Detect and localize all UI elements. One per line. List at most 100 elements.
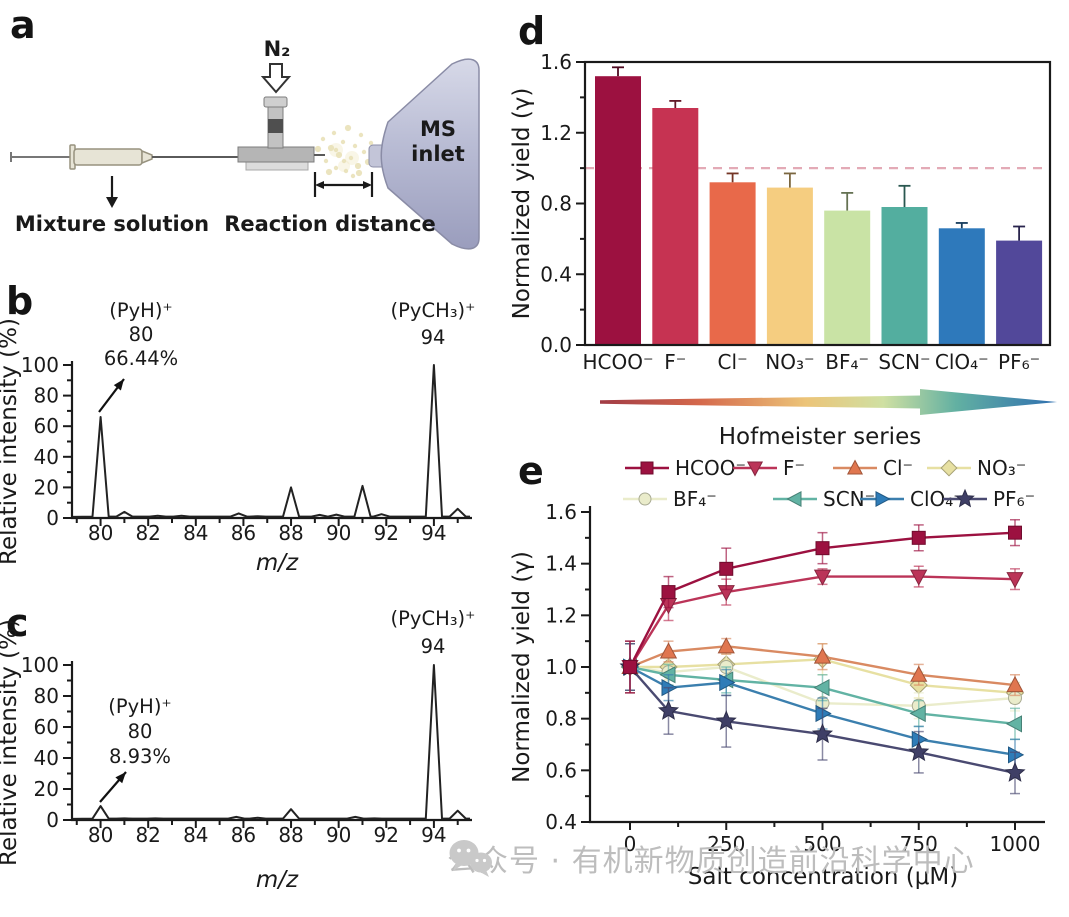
spray-dot [333,165,339,171]
hofmeister-series-label: Hofmeister series [719,424,921,450]
mixture-solution-label: Mixture solution [15,212,209,236]
category-label-3: NO₃⁻ [765,350,814,374]
x-tick-label: 500 [803,832,841,856]
marker-triangle-up [659,642,678,659]
panel-a-schematic: N₂ MS inlet Mixture solution Reaction di… [10,37,480,250]
marker-star [1004,761,1026,782]
x-tick-label: 92 [374,521,399,545]
reaction-distance-annotation: Reaction distance [224,172,436,236]
left-arrowhead-icon [315,181,324,189]
x-tick-label: 94 [421,521,446,545]
annotation-pych3: 94 [421,326,446,349]
y-tick-label: 1.2 [545,603,577,627]
syringe [10,144,240,170]
y-tick-label: 20 [34,475,59,499]
hofmeister-arrow [600,389,1057,415]
annotation-pych3: (PyCH₃)⁺ [391,299,476,322]
reaction-distance-label: Reaction distance [224,212,436,236]
panel-label-a: a [10,3,36,47]
panel-label-e: e [518,449,544,493]
panel-b-mass-spectrum: 0 20 40 60 80 100 80 82 84 86 88 90 92 94 Relative int… [0,299,476,576]
spray-dot [368,140,374,146]
spray-dot [340,139,346,145]
y-axis-label: Normalized yield (γ) [509,551,535,783]
spray-dot [320,136,326,142]
ms-inlet: MS inlet [368,58,480,250]
panel-label-c: c [6,601,29,645]
marker-diamond [940,459,958,477]
y-tick-label: 0 [46,506,59,530]
bar-2 [709,182,756,345]
y-tick-label: 1.4 [545,552,577,576]
marker-square [661,585,676,600]
annotation-pyh: 80 [129,323,154,346]
syringe-barrel [73,148,143,166]
x-tick-label: 84 [183,823,208,847]
x-tick-label: 80 [88,521,113,545]
annotation-pych3: (PyCH₃)⁺ [391,607,476,630]
y-tick-label: 1.6 [545,500,577,524]
series-line-PF₆⁻ [629,666,1016,775]
x-tick-label: 82 [135,823,160,847]
gas-tube-band [268,119,283,133]
marker-square [640,461,654,475]
y-tick-label: 1.2 [540,121,572,145]
y-tick-label: 100 [21,653,59,677]
bar-7 [996,240,1043,345]
marker-square [719,561,734,576]
marker-triangle-right [719,673,736,692]
x-axis-label: m/z [256,550,299,576]
marker-star [715,710,737,731]
legend-label-Cl⁻: Cl⁻ [883,456,913,480]
spray-dot [327,144,335,152]
y-tick-label: 60 [34,414,59,438]
y-axis-label: Normalized yield (γ) [509,88,535,320]
x-tick-label: 90 [326,521,351,545]
x-axis-label: Salt concentration (μM) [688,864,958,890]
y-tick-label: 0.8 [540,192,572,216]
marker-square [911,530,926,545]
x-tick-label: 86 [231,521,256,545]
annotation-pyh: 80 [128,720,153,743]
marker-triangle-left [786,490,802,508]
x-tick-label: 0 [624,832,637,856]
marker-triangle-down [910,569,928,586]
panel-d-bar-chart: HCOO⁻ F⁻ Cl⁻ NO₃⁻ BF₄⁻ SCN⁻ ClO₄⁻ PF₆⁻ 0.0 0.4 0.8… [509,50,1057,450]
spectrum-trace [72,364,470,518]
marker-triangle-left [1005,715,1022,733]
annotation-arrowhead [113,379,124,391]
n2-label: N₂ [264,37,291,61]
spray-plume [314,124,374,179]
marker-triangle-left [909,704,926,723]
watermark-text: 公众号 · 有机新物质创造前沿科学中心 [447,844,975,879]
y-tick-label: 1.6 [540,50,572,74]
spray-dot [352,143,358,149]
right-arrowhead-icon [363,181,372,189]
y-tick-label: 0.4 [545,810,577,834]
y-tick-label: 40 [34,445,59,469]
axes [70,361,472,520]
syringe-tip [141,149,153,165]
watermark: 公众号 · 有机新物质创造前沿科学中心 [447,836,975,880]
spray-blob [338,160,350,172]
marker-triangle-up [846,459,864,475]
marker-triangle-down [746,461,764,477]
marker-star [955,488,975,508]
x-tick-label: 84 [183,521,208,545]
x-tick-label: 1000 [990,832,1041,856]
annotation-arrowhead [115,772,126,784]
y-tick-label: 40 [34,746,59,770]
spray-dot [343,168,349,174]
marker-triangle-right [815,704,832,723]
spray-dot [314,145,322,153]
spray-dot [323,158,329,164]
marker-circle [638,492,652,506]
y-tick-label: 80 [34,684,59,708]
category-label-0: HCOO⁻ [582,350,653,374]
spray-dot [333,147,339,153]
spray-dot [344,124,352,132]
spray-dot [350,173,356,179]
category-label-1: F⁻ [664,350,686,374]
ms-inlet-cone [380,58,480,250]
x-tick-label: 82 [135,521,160,545]
